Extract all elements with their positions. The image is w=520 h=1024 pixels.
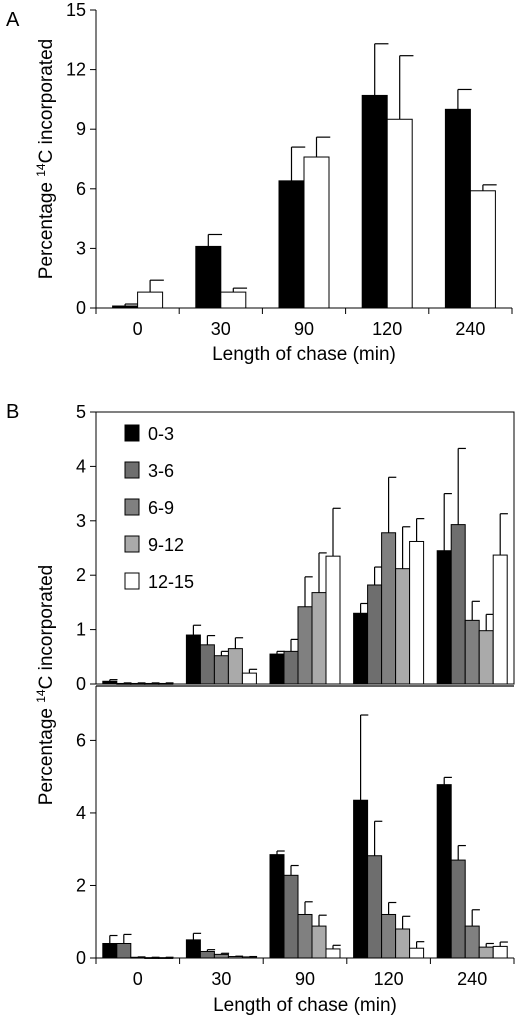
bar xyxy=(283,650,299,685)
chart-a: 0 3 6 9 12 15 0 30 90 120 240 Length of chase (min)… xyxy=(34,0,513,365)
y-tick-label: 4 xyxy=(76,803,86,823)
bar xyxy=(220,291,247,309)
legend-swatch xyxy=(124,461,140,479)
y-tick-label: 4 xyxy=(76,456,86,476)
y-tick-label: 3 xyxy=(76,238,86,258)
bar xyxy=(185,634,201,685)
bar xyxy=(199,950,215,959)
bar xyxy=(116,942,132,959)
bar xyxy=(325,948,341,959)
y-tick-label: 15 xyxy=(66,0,86,20)
y-tick-label: 12 xyxy=(66,60,86,80)
bar xyxy=(303,156,330,309)
x-tick-label: 30 xyxy=(211,319,231,339)
bar xyxy=(311,592,327,685)
bar xyxy=(409,540,425,685)
legend-label: 3-6 xyxy=(148,461,174,481)
bar xyxy=(492,554,508,685)
y-tick-label: 3 xyxy=(76,511,86,531)
x-tick-label: 240 xyxy=(455,319,485,339)
bar xyxy=(185,939,201,959)
x-tick-label: 120 xyxy=(372,319,402,339)
legend-label: 0-3 xyxy=(148,424,174,444)
legend-swatch xyxy=(124,424,140,442)
bar xyxy=(269,653,285,685)
y-tick-label: 1 xyxy=(76,620,86,640)
bar xyxy=(199,644,215,685)
bar xyxy=(444,108,471,309)
x-tick-label: 240 xyxy=(457,969,487,989)
bar xyxy=(241,672,257,685)
bar xyxy=(269,854,285,959)
bar xyxy=(297,913,313,959)
bar xyxy=(278,180,305,309)
bar xyxy=(450,859,466,959)
bar xyxy=(367,855,383,959)
bar xyxy=(297,606,313,685)
y-axis-label: Percentage 14C incorporated xyxy=(34,39,57,279)
y-tick-label: 2 xyxy=(76,565,86,585)
bar xyxy=(409,947,425,959)
x-tick-label: 90 xyxy=(295,969,315,989)
bar xyxy=(381,532,397,685)
bar xyxy=(195,245,222,309)
bar xyxy=(353,799,369,959)
bar xyxy=(325,555,341,685)
bar xyxy=(361,94,388,309)
x-axis-label: Length of chase (min) xyxy=(212,344,396,365)
bar xyxy=(464,619,480,685)
bar xyxy=(464,925,480,959)
x-tick-label: 120 xyxy=(374,969,404,989)
y-tick-label: 0 xyxy=(76,674,86,694)
bar xyxy=(386,118,413,309)
y-tick-label: 9 xyxy=(76,119,86,139)
x-tick-label: 0 xyxy=(133,319,143,339)
bar xyxy=(353,612,369,685)
y-tick-label: 0 xyxy=(76,948,86,968)
y-tick-label: 6 xyxy=(76,179,86,199)
panel-b-label: B xyxy=(6,401,19,423)
bar xyxy=(213,655,229,685)
legend-swatch xyxy=(124,535,140,553)
bar xyxy=(436,784,452,959)
x-axis-label: Length of chase (min) xyxy=(213,995,397,1016)
bar xyxy=(283,874,299,959)
bar xyxy=(381,913,397,959)
bar xyxy=(367,584,383,685)
bar xyxy=(478,630,494,685)
panel-a-label: A xyxy=(6,9,20,31)
bar xyxy=(395,568,411,685)
legend-swatch xyxy=(124,498,140,516)
y-tick-label: 6 xyxy=(76,730,86,750)
y-tick-label: 0 xyxy=(76,298,86,318)
legend-label: 6-9 xyxy=(148,498,174,518)
legend-label: 9-12 xyxy=(148,535,184,555)
legend-swatch xyxy=(124,572,140,590)
y-tick-label: 5 xyxy=(76,402,86,422)
y-tick-label: 2 xyxy=(76,875,86,895)
chart-b: 0 1 2 3 4 5 0-3 3-6 6-9 9-12 12-15 0 2 4 6 0 30 90 120 240 L… xyxy=(34,402,515,1016)
bar xyxy=(436,550,452,685)
x-tick-label: 30 xyxy=(211,969,231,989)
bar xyxy=(395,928,411,959)
bar xyxy=(492,945,508,959)
x-tick-label: 90 xyxy=(294,319,314,339)
bar xyxy=(227,648,243,685)
bar xyxy=(469,190,496,309)
bar xyxy=(213,953,229,959)
bar xyxy=(311,925,327,959)
y-axis-label: Percentage 14C incorporated xyxy=(34,565,57,805)
bar xyxy=(102,942,118,959)
bar xyxy=(450,524,466,685)
x-tick-label: 0 xyxy=(133,969,143,989)
legend-label: 12-15 xyxy=(148,572,194,592)
bar xyxy=(137,291,164,309)
bar xyxy=(478,946,494,959)
